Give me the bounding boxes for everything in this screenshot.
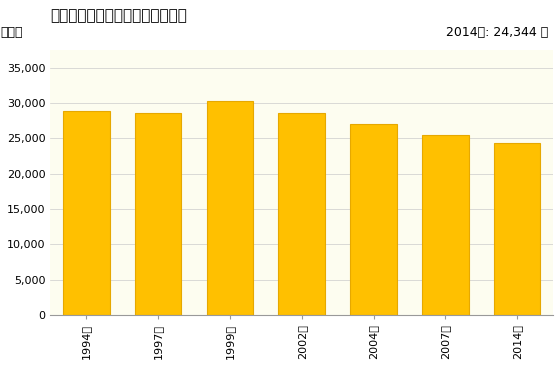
- Text: 2014年: 24,344 人: 2014年: 24,344 人: [446, 26, 548, 39]
- Bar: [422, 135, 469, 315]
- Bar: [494, 143, 540, 315]
- Bar: [207, 101, 253, 315]
- Bar: [135, 113, 181, 315]
- Bar: [63, 111, 110, 315]
- Text: 機械器具小売業の従業者数の推移: 機械器具小売業の従業者数の推移: [50, 8, 187, 23]
- Bar: [350, 124, 397, 315]
- Text: ［人］: ［人］: [0, 26, 22, 39]
- Bar: [278, 113, 325, 315]
